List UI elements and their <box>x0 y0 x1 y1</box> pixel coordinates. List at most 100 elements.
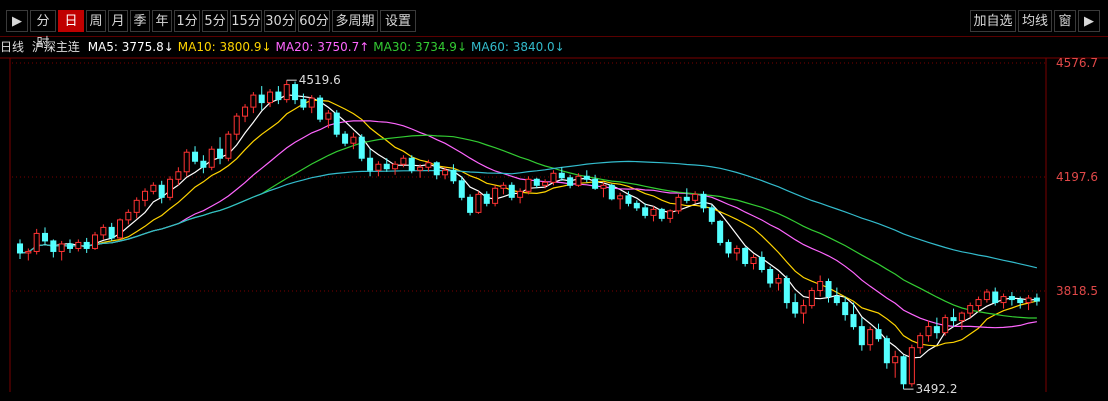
period-tab-0[interactable]: 分时 <box>30 10 56 51</box>
candle-body[interactable] <box>25 250 32 254</box>
candle-body[interactable] <box>817 281 824 292</box>
candle-body[interactable] <box>175 171 182 180</box>
candle-body[interactable] <box>117 219 124 239</box>
candle-body[interactable] <box>58 243 65 252</box>
candle-body[interactable] <box>475 193 482 213</box>
candle-body[interactable] <box>842 302 849 316</box>
candle-body[interactable] <box>83 241 90 249</box>
candle-body[interactable] <box>733 247 740 254</box>
period-tab-12[interactable]: 设置 <box>380 10 416 32</box>
candle-body[interactable] <box>92 234 99 249</box>
candle-body[interactable] <box>683 196 690 201</box>
candle-body[interactable] <box>192 151 199 162</box>
period-tab-10[interactable]: 60分 <box>298 10 330 32</box>
candle-body[interactable] <box>983 291 990 301</box>
candle-body[interactable] <box>500 184 507 189</box>
candle-body[interactable] <box>533 178 540 186</box>
candle-body[interactable] <box>142 190 149 201</box>
toolbar-right-1[interactable]: 均线 <box>1018 10 1052 32</box>
candle-body[interactable] <box>433 162 440 176</box>
candle-body[interactable] <box>308 97 315 108</box>
candle-body[interactable] <box>150 184 157 192</box>
candle-body[interactable] <box>200 160 207 168</box>
candle-body[interactable] <box>700 193 707 209</box>
candle-body[interactable] <box>133 199 140 213</box>
candle-body[interactable] <box>567 177 574 186</box>
candle-body[interactable] <box>975 299 982 307</box>
candle-body[interactable] <box>66 243 74 249</box>
candle-body[interactable] <box>367 157 374 171</box>
candle-body[interactable] <box>550 172 557 183</box>
candle-body[interactable] <box>300 99 307 108</box>
candle-body[interactable] <box>1025 297 1032 304</box>
candle-body[interactable] <box>217 148 224 159</box>
candle-body[interactable] <box>883 338 890 364</box>
candle-body[interactable] <box>158 184 165 198</box>
candle-body[interactable] <box>650 208 657 216</box>
candle-body[interactable] <box>800 305 807 314</box>
candle-body[interactable] <box>325 112 332 120</box>
candle-body[interactable] <box>1000 296 1007 304</box>
candle-body[interactable] <box>642 207 649 216</box>
candle-body[interactable] <box>875 329 882 340</box>
period-tab-6[interactable]: 1分 <box>174 10 200 32</box>
candle-body[interactable] <box>317 97 324 120</box>
candle-body[interactable] <box>242 106 249 117</box>
period-tab-4[interactable]: 季 <box>130 10 150 32</box>
candle-body[interactable] <box>775 278 782 284</box>
candle-body[interactable] <box>467 196 474 213</box>
candle-body[interactable] <box>425 162 432 168</box>
candle-body[interactable] <box>867 329 874 346</box>
period-tab-5[interactable]: 年 <box>152 10 172 32</box>
candle-body[interactable] <box>16 243 24 254</box>
candle-body[interactable] <box>167 178 174 198</box>
candle-body[interactable] <box>592 178 599 189</box>
candle-body[interactable] <box>667 210 674 219</box>
candle-body[interactable] <box>825 281 832 298</box>
candle-body[interactable] <box>933 326 940 334</box>
arrow-right-bar-icon[interactable]: ▶ <box>1078 10 1100 32</box>
candle-body[interactable] <box>850 314 857 328</box>
candle-body[interactable] <box>417 166 424 171</box>
candle-body[interactable] <box>750 256 757 264</box>
candle-body[interactable] <box>275 91 282 101</box>
candle-body[interactable] <box>233 115 240 135</box>
candle-body[interactable] <box>458 180 465 198</box>
candle-body[interactable] <box>808 290 815 307</box>
candle-body[interactable] <box>492 187 499 204</box>
candle-body[interactable] <box>100 226 107 236</box>
candle-body[interactable] <box>608 184 615 200</box>
candle-body[interactable] <box>525 178 532 192</box>
candle-body[interactable] <box>942 317 949 334</box>
candle-body[interactable] <box>783 278 790 304</box>
candle-body[interactable] <box>892 356 899 364</box>
candle-body[interactable] <box>558 172 565 179</box>
candle-body[interactable] <box>108 226 115 239</box>
candle-body[interactable] <box>708 207 715 222</box>
toolbar-right-0[interactable]: 加自选 <box>970 10 1016 32</box>
candle-body[interactable] <box>858 326 865 346</box>
candle-body[interactable] <box>350 136 357 144</box>
candle-body[interactable] <box>717 220 724 243</box>
candle-body[interactable] <box>725 241 732 254</box>
candle-body[interactable] <box>33 232 40 252</box>
candle-body[interactable] <box>41 232 49 242</box>
period-tab-3[interactable]: 月 <box>108 10 128 32</box>
candle-body[interactable] <box>925 326 932 337</box>
candle-body[interactable] <box>917 335 924 349</box>
candle-body[interactable] <box>992 291 999 304</box>
candle-body[interactable] <box>225 133 232 159</box>
candle-body[interactable] <box>508 184 515 198</box>
candle-body[interactable] <box>283 84 290 101</box>
candle-body[interactable] <box>383 163 390 170</box>
candle-body[interactable] <box>392 163 399 170</box>
candle-body[interactable] <box>758 256 765 270</box>
candle-body[interactable] <box>583 175 590 180</box>
candle-body[interactable] <box>675 196 682 212</box>
candle-body[interactable] <box>542 181 549 186</box>
candle-body[interactable] <box>742 247 749 264</box>
candle-body[interactable] <box>75 241 82 249</box>
candle-body[interactable] <box>900 356 907 385</box>
candle-body[interactable] <box>208 148 215 168</box>
